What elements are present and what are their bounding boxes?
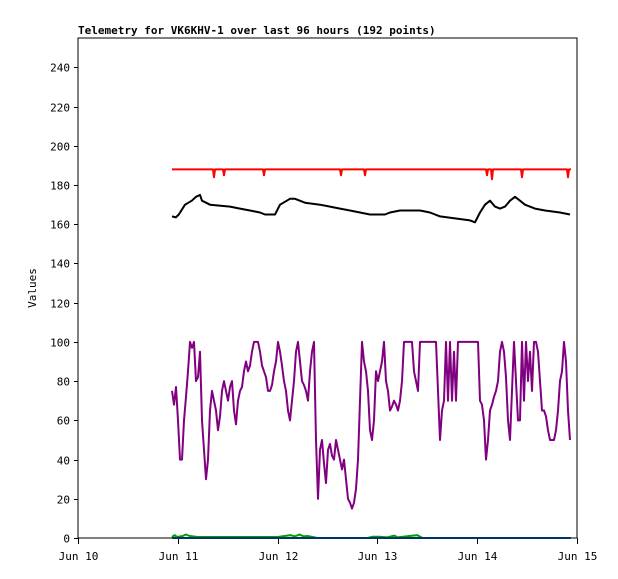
y-tick-label: 60 (57, 415, 70, 428)
y-tick-label: 200 (50, 141, 70, 154)
y-tick-label: 140 (50, 258, 70, 271)
series-line-red (172, 168, 571, 181)
series-line-green (171, 533, 571, 539)
x-tick-label: Jun 13 (358, 550, 398, 563)
chart-title: Telemetry for VK6KHV-1 over last 96 hour… (78, 24, 436, 37)
y-tick-label: 220 (50, 102, 70, 115)
y-tick-label: 20 (57, 494, 70, 507)
y-tick-label: 160 (50, 219, 70, 232)
y-tick-label: 240 (50, 62, 70, 75)
x-tick-label: Jun 10 (59, 550, 99, 563)
x-tick-label: Jun 14 (458, 550, 498, 563)
x-tick-label: Jun 15 (558, 550, 598, 563)
series-line-black (171, 193, 571, 224)
y-tick-label: 180 (50, 180, 70, 193)
plot-frame (77, 37, 578, 539)
y-tick-label: 120 (50, 298, 70, 311)
x-tick-label: Jun 12 (259, 550, 299, 563)
y-tick-label: 40 (57, 455, 70, 468)
x-tick-label: Jun 11 (159, 550, 199, 563)
axes: 0 20 40 60 80 100 120 140 160 180 200 220 240 Jun 10 J… (50, 62, 597, 564)
y-tick-label: 80 (57, 376, 70, 389)
y-axis-label: Values (26, 268, 39, 308)
series-line-purple (171, 340, 571, 510)
y-tick-label: 100 (50, 337, 70, 350)
y-tick-label: 0 (63, 533, 70, 546)
